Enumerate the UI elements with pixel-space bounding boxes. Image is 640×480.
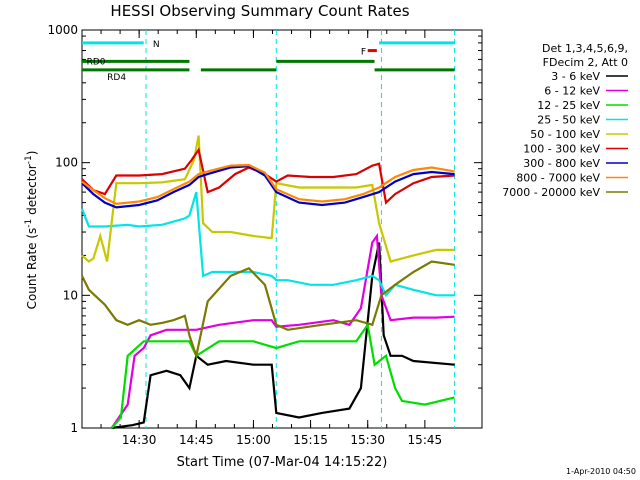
y-axis-title-mid: detector [25, 164, 39, 219]
x-tick-label: 15:15 [293, 433, 328, 447]
flag-label-f: F [361, 48, 366, 58]
legend-header-1: Det 1,3,4,5,6,9, [542, 42, 628, 55]
x-axis-title: Start Time (07-Mar-04 14:15:22) [177, 455, 388, 470]
y-tick-label: 1 [70, 421, 78, 435]
series-line [81, 260, 455, 360]
legend-label: 50 - 100 keV [530, 128, 600, 141]
x-tick-label: 15:45 [408, 433, 443, 447]
legend-label: 25 - 50 keV [537, 114, 600, 127]
x-tick-label: 14:30 [122, 433, 157, 447]
legend-label: 800 - 7000 keV [516, 172, 600, 185]
series-line [80, 191, 455, 298]
flag-label-n: N [153, 40, 160, 50]
legend-label: 12 - 25 keV [537, 99, 600, 112]
y-tick-label: 1000 [47, 23, 78, 37]
y-axis: 1 10 100 1000 [47, 23, 482, 435]
x-tick-label: 15:00 [236, 433, 271, 447]
y-axis-title-main: Count Rate (s [25, 228, 39, 310]
legend-label: 7000 - 20000 keV [502, 186, 600, 199]
series-line [110, 321, 455, 429]
x-tick-label: 15:30 [350, 433, 385, 447]
legend-label: 300 - 800 keV [523, 157, 600, 170]
y-tick-label: 100 [55, 156, 78, 170]
plot-frame [81, 29, 483, 429]
series-line [81, 135, 455, 263]
flag-label-rd4: RD4 [107, 73, 126, 83]
series-line [81, 163, 455, 205]
legend-label: 6 - 12 keV [544, 85, 600, 98]
legend-label: 100 - 300 keV [523, 143, 600, 156]
legend-header-2: FDecim 2, Att 0 [543, 56, 628, 69]
y-axis-title: Count Rate (s-1 detector-1) [24, 151, 39, 310]
series-line [111, 242, 455, 430]
footer-timestamp: 1-Apr-2010 04:50 [566, 467, 636, 476]
y-tick-label: 10 [63, 288, 78, 302]
x-tick-label: 14:45 [179, 433, 214, 447]
series-line [110, 232, 455, 429]
x-axis: 14:30 14:45 15:00 15:15 15:30 15:45 [100, 30, 443, 447]
series-group [80, 135, 455, 430]
legend-label: 3 - 6 keV [551, 70, 600, 83]
legend: Det 1,3,4,5,6,9, FDecim 2, Att 0 3 - 6 k… [502, 42, 628, 199]
chart-title: HESSI Observing Summary Count Rates [110, 2, 409, 20]
flag-label-rd0: RD0 [87, 57, 106, 67]
y-axis-title-sup1: -1 [24, 219, 34, 228]
y-axis-title-sup2: -1 [24, 155, 34, 164]
y-axis-title-end: ) [25, 151, 39, 156]
